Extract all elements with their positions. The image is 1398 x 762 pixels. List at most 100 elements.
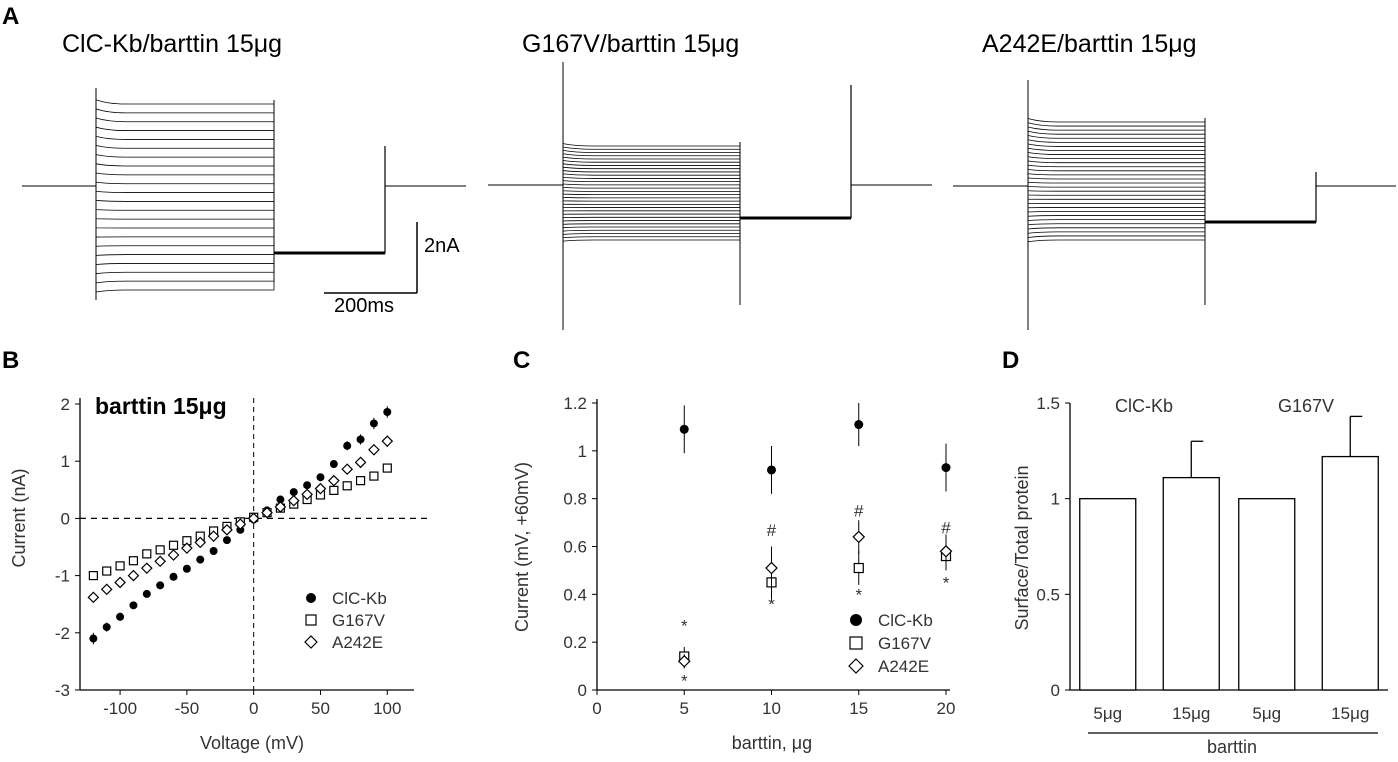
data-point-clc-kb [369,419,378,428]
data-point-a242e [852,530,866,544]
panel-label-a: A [2,3,19,30]
legend-marker-g167v [305,614,317,626]
data-point-clc-kb [941,463,951,473]
data-point-a242e [301,488,313,501]
chart-b-axes [79,398,430,691]
data-point-clc-kb [89,634,98,643]
y-tick-label: 1.5 [1036,394,1060,413]
y-tick-label: 1.2 [563,394,587,413]
trace-sweep [953,185,1396,243]
chart-b-ylabel: Current (nA) [9,468,29,567]
data-point-clc-kb [182,564,191,573]
data-point-clc-kb [343,441,352,450]
trace-sweep [22,126,466,254]
data-point-clc-kb [102,623,111,632]
y-tick-label: 1 [1051,490,1060,509]
data-point-g167v [155,545,165,555]
trace-sweep [488,184,932,219]
data-point-clc-kb [854,420,864,430]
y-tick-label: 0.8 [563,490,587,509]
chart-d-xlabel: barttin [1207,737,1257,757]
trace-sweep [953,185,1396,226]
category-label: 5μg [1252,704,1281,723]
data-point-a242e [368,443,380,456]
legend-label-g167v: G167V [332,611,386,630]
y-tick-label: -3 [55,681,70,700]
trace-sweep [953,169,1396,223]
significance-mark: * [768,595,775,614]
significance-mark: # [767,521,777,540]
data-point-clc-kb [169,572,178,581]
chart-c-legend: ClC-Kb G167V A242E [848,611,933,676]
trace-sweep [953,139,1396,223]
data-point-a242e [274,501,287,513]
data-point-clc-kb [142,589,151,598]
data-point-clc-kb [767,465,776,475]
x-tick-label: 50 [311,699,330,718]
trace-title-clckb: ClC-Kb/barttin 15μg [62,30,282,58]
legend-label-g167v: G167V [878,634,932,653]
trace-sweep [22,135,466,254]
y-tick-label: 1 [578,442,587,461]
trace-sweep [22,185,466,275]
data-point-a242e [381,435,394,448]
data-point-clc-kb [156,581,165,590]
data-point-a242e [194,536,207,549]
panel-a: A ClC-Kb/barttin 15μg G167V/barttin 15μg… [2,3,1396,330]
chart-b-marks [87,406,394,645]
trace-sweep [488,173,932,219]
x-tick-label: 0 [249,699,258,718]
y-tick-label: 2 [61,395,70,414]
y-tick-label: 1 [61,452,70,471]
legend-label-a242e: A242E [332,633,383,652]
panel-c-dose: C barttin, μg Current (mV, +60mV) 0 0.2 0.… [512,347,955,753]
trace-sweep [22,185,466,256]
trace-sweep [22,185,466,254]
x-tick-label: -50 [175,699,200,718]
panel-d-surface: D Surface/Total protein barttin ClC-Kb G… [1002,347,1388,757]
y-tick-label: -2 [55,624,70,643]
legend-marker-g167v [849,636,863,650]
data-point-clc-kb [383,408,392,417]
data-point-g167v [342,481,352,491]
chart-d-group-clckb: ClC-Kb [1115,396,1173,416]
x-tick-label: 15 [849,699,868,718]
bar [1162,476,1220,691]
data-point-clc-kb [303,481,312,490]
legend-marker-clc-kb [306,593,316,603]
data-point-g167v [142,549,152,559]
trace-sweep [488,156,932,219]
data-point-clc-kb [356,435,365,444]
bar [1079,498,1137,691]
data-point-a242e [100,583,113,596]
significance-mark: * [855,585,862,604]
y-tick-label: 0 [61,509,70,528]
trace-sweep [22,117,466,254]
data-point-a242e [341,463,354,476]
current-trace-a242e [953,80,1396,330]
y-tick-label: 0 [578,681,587,700]
trace-sweep [953,130,1396,223]
data-point-a242e [207,530,220,542]
significance-mark: * [681,616,688,635]
y-tick-label: 0.2 [563,633,587,652]
trace-sweep [22,99,466,254]
x-tick-label: 20 [937,699,956,718]
chart-c-axes [596,399,950,691]
data-point-clc-kb [329,460,338,469]
trace-sweep [953,173,1396,223]
significance-mark: # [941,518,951,537]
data-point-a242e [140,562,153,575]
bar [1238,498,1296,691]
scale-bar: 2nA 200ms [324,222,460,317]
data-point-a242e [354,456,367,469]
data-point-g167v [382,463,392,473]
data-point-a242e [154,555,167,568]
data-point-clc-kb [289,488,298,497]
x-tick-label: -100 [103,699,137,718]
data-point-a242e [87,591,100,604]
legend-label-a242e: A242E [878,657,929,676]
trace-sweep [953,181,1396,223]
scale-bar-current-label: 2nA [424,235,460,257]
